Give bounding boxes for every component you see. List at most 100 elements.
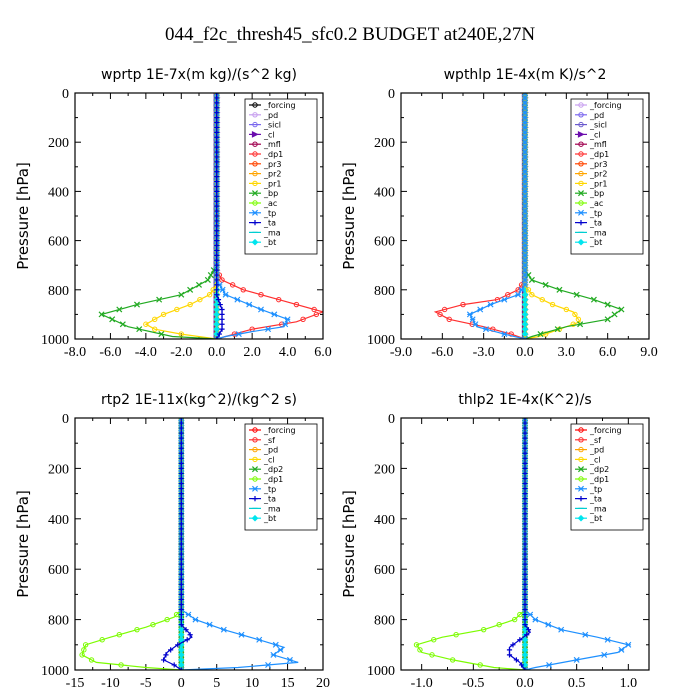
series-point-tp: [522, 267, 528, 274]
series-point-tp: [286, 656, 293, 663]
series-point-dp1: [480, 626, 487, 633]
series-point-tp: [246, 301, 253, 308]
series-point-tp: [282, 321, 289, 328]
series-point-ta: [214, 119, 220, 126]
legend-label: _pd: [589, 111, 604, 120]
series-point-tp: [522, 208, 528, 215]
series-point-ta: [178, 546, 184, 552]
series-point-dp1: [150, 621, 156, 628]
legend-marker-dp1: [252, 151, 258, 157]
series-point-ta: [219, 316, 225, 322]
series-point-bp: [611, 311, 618, 318]
legend-marker-dp2: [251, 466, 259, 473]
series-point-bp: [133, 301, 141, 308]
series-point-ta: [214, 213, 220, 219]
series-point-tp: [522, 227, 528, 234]
legend-marker-sf: [578, 437, 584, 443]
series-point-bp: [537, 331, 544, 338]
legend-label: _pd: [589, 446, 604, 455]
series-point-ta: [513, 657, 519, 663]
y-tick-label: 200: [374, 462, 395, 477]
series-point-tp: [515, 291, 522, 298]
y-tick-label: 200: [48, 462, 69, 477]
series-point-ta: [214, 134, 220, 140]
series-point-ta: [214, 252, 220, 258]
series-point-ta: [178, 526, 184, 532]
series-point-tp: [238, 631, 245, 638]
series-point-bp: [119, 321, 126, 328]
x-tick-label: 10: [245, 676, 259, 691]
legend-marker-pd: [252, 446, 258, 453]
series-point-tp: [272, 641, 279, 648]
series-point-pr1: [160, 311, 167, 318]
series-point-dp1: [477, 662, 483, 668]
series-point-dp1: [293, 301, 300, 308]
legend-label: _ta: [263, 495, 276, 504]
series-point-ta: [178, 611, 184, 618]
series-point-tp: [522, 139, 528, 146]
chart-panel-3: rtp2 1E-11x(kg^2)/(kg^2 s) Pressure [hPa]…: [14, 392, 330, 691]
series-point-ta: [522, 531, 528, 537]
series-point-ta: [522, 576, 528, 582]
series-point-dp1: [446, 316, 452, 323]
series-point-ta: [178, 430, 184, 436]
series-point-dp1: [449, 657, 456, 663]
series-point-ta: [522, 430, 528, 436]
y-tick-label: 1000: [41, 664, 69, 679]
x-tick-label: 6.0: [314, 345, 332, 360]
legend-label: _dp1: [589, 150, 609, 159]
legend-label: _tp: [263, 209, 276, 218]
series-point-ta: [510, 642, 516, 648]
x-tick-label: 0.0: [516, 676, 534, 691]
x-tick-label: 0: [178, 676, 185, 691]
series-point-ta: [522, 496, 528, 502]
legend-marker-ta: [578, 220, 584, 226]
series-point-tp: [220, 626, 227, 633]
series-point-tp: [522, 109, 528, 116]
legend-label: _dp2: [589, 465, 609, 474]
series-point-ta: [214, 169, 220, 175]
series-point-ta: [178, 622, 184, 628]
plot-frame: [400, 92, 650, 340]
series-point-tp: [472, 321, 479, 328]
legend-marker-pr3: [252, 161, 258, 167]
series-point-tp: [527, 611, 534, 618]
series-point-ta: [178, 556, 184, 562]
x-tick-label: 0.0: [516, 345, 534, 360]
series-point-ta: [178, 420, 184, 426]
series-point-ta: [522, 581, 528, 587]
legend-label: _dp2: [263, 465, 283, 474]
legend-marker-dp1: [252, 476, 258, 482]
series-point-tp: [477, 306, 484, 313]
x-tick-label: 9.0: [640, 345, 658, 360]
series-point-ta: [187, 632, 193, 638]
legend-marker-tp: [578, 209, 584, 216]
legend-label: _forcing: [589, 101, 622, 110]
y-tick-label: 400: [374, 513, 395, 528]
series-point-ta: [178, 576, 184, 582]
series-point-ta: [214, 262, 220, 268]
series-point-dp1: [311, 306, 317, 313]
legend-label: _bt: [263, 514, 276, 523]
series-point-tp: [522, 257, 528, 264]
series-point-tp: [518, 286, 525, 293]
series-point-tp: [501, 296, 508, 303]
series-point-tp: [522, 163, 528, 170]
series-point-ta: [522, 617, 528, 623]
series-point-tp: [522, 104, 528, 111]
legend-marker-pd: [252, 112, 258, 118]
series-point-ta: [171, 662, 177, 668]
series-point-tp: [219, 286, 226, 293]
legend-marker-tp: [252, 209, 258, 216]
series-point-ta: [214, 336, 220, 339]
legend-marker-bt: [251, 238, 259, 246]
series-point-bp: [98, 311, 105, 318]
plot-area: [433, 93, 625, 339]
series-point-ta: [214, 218, 220, 224]
series-point-tp: [522, 418, 528, 421]
legend-label: _ma: [589, 504, 607, 513]
series-point-ta: [214, 188, 220, 194]
series-point-ta: [522, 622, 528, 628]
legend: _forcing_sf_pd_cl_dp2_dp1_tp_ta_ma_bt: [570, 423, 644, 531]
legend-marker-bp: [577, 190, 585, 197]
